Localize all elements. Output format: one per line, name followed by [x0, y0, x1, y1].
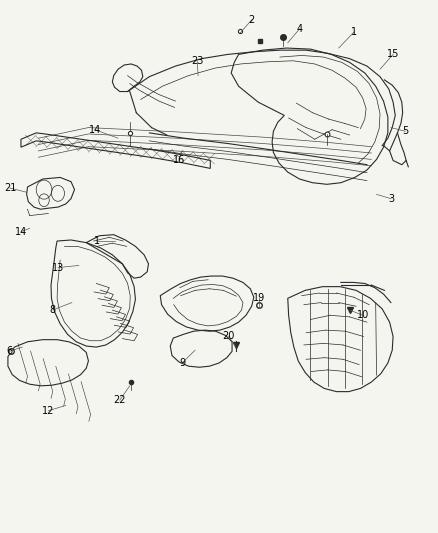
- Text: 1: 1: [351, 27, 357, 37]
- Text: 1: 1: [94, 236, 100, 246]
- Text: 14: 14: [15, 227, 28, 237]
- Text: 8: 8: [49, 305, 56, 315]
- Text: 10: 10: [357, 310, 369, 320]
- Text: 6: 6: [6, 346, 12, 357]
- Text: 14: 14: [89, 125, 101, 135]
- Text: 2: 2: [248, 15, 255, 25]
- Text: 4: 4: [297, 24, 303, 34]
- Text: 23: 23: [191, 56, 203, 66]
- Text: 5: 5: [402, 126, 408, 136]
- Text: 9: 9: [179, 358, 185, 368]
- Text: 13: 13: [52, 263, 64, 272]
- Text: 21: 21: [4, 183, 16, 193]
- Text: 12: 12: [42, 406, 55, 416]
- Text: 19: 19: [253, 293, 265, 303]
- Text: 16: 16: [173, 156, 185, 165]
- Text: 3: 3: [388, 193, 394, 204]
- Text: 20: 20: [223, 332, 235, 342]
- Text: 15: 15: [387, 50, 399, 59]
- Text: 22: 22: [113, 395, 126, 405]
